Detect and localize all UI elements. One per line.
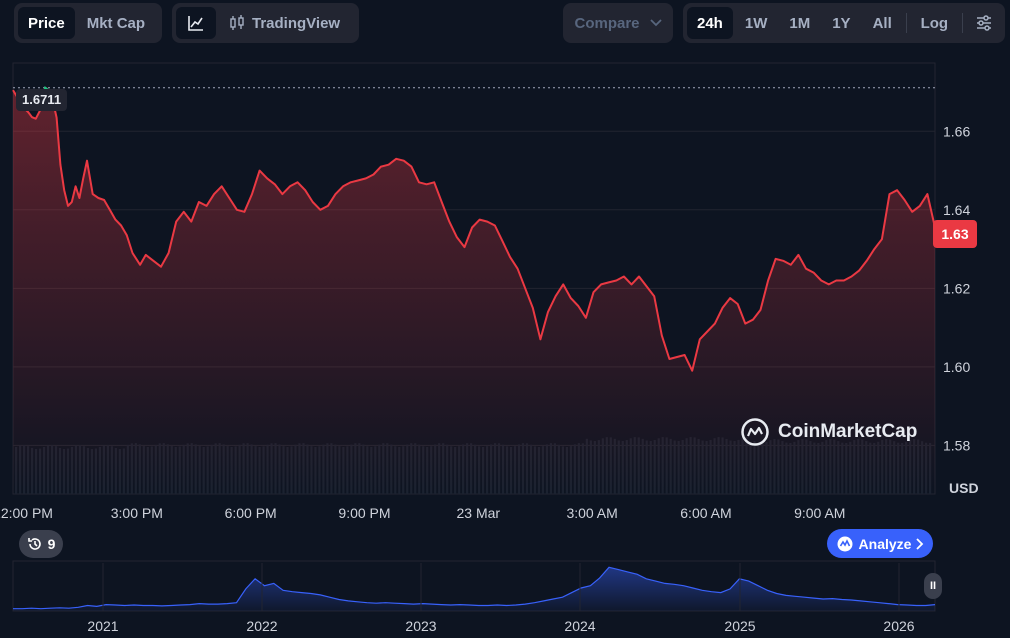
divider [905, 13, 907, 33]
y-tick-label: 1.60 [943, 359, 970, 375]
y-tick-label: 1.66 [943, 123, 970, 139]
x-axis: 12:00 PM 3:00 PM 6:00 PM 9:00 PM 23 Mar 3:00 … [0, 505, 845, 521]
range-all[interactable]: All [872, 14, 892, 32]
tradingview-label: TradingView [252, 14, 341, 32]
year-tick-label: 2022 [246, 618, 277, 634]
log-scale-button[interactable]: Log [920, 14, 949, 32]
analyze-icon [837, 536, 853, 551]
sliders-icon [976, 15, 991, 31]
x-tick-label: 3:00 PM [111, 505, 163, 521]
range-1w[interactable]: 1W [744, 14, 768, 32]
year-tick-label: 2024 [564, 618, 595, 634]
range-1y[interactable]: 1Y [832, 14, 851, 32]
chevron-down-icon [649, 19, 662, 27]
history-icon [27, 538, 41, 550]
overview-navigator[interactable]: 2021 2022 2023 2024 2025 2026 [12, 560, 936, 634]
x-tick-label: 12:00 PM [0, 505, 53, 521]
coinmarketcap-watermark: CoinMarketCap [740, 417, 917, 447]
year-tick-label: 2025 [724, 618, 755, 634]
y-tick-label: 1.58 [943, 437, 970, 453]
line-chart-button[interactable] [176, 7, 216, 39]
line-chart-icon [188, 16, 203, 31]
divider [962, 13, 963, 33]
year-tick-label: 2026 [883, 618, 914, 634]
x-tick-label: 9:00 AM [794, 505, 845, 521]
history-count: 9 [47, 536, 56, 552]
price-tab[interactable]: Price [18, 7, 75, 39]
current-price-badge: 1.63 [933, 220, 977, 248]
currency-label: USD [949, 480, 979, 496]
year-axis: 2021 2022 2023 2024 2025 2026 [87, 563, 915, 634]
analyze-button[interactable]: Analyze [827, 529, 933, 558]
chevron-right-icon [916, 537, 924, 550]
range-toggle: 24h 1W 1M 1Y All Log [683, 3, 1005, 43]
y-tick-label: 1.64 [943, 202, 970, 218]
overview-line [13, 566, 936, 610]
chart-type-toggle: TradingView [172, 3, 359, 43]
metric-toggle: Price Mkt Cap [14, 3, 162, 43]
x-tick-label: 6:00 AM [680, 505, 731, 521]
watermark-text: CoinMarketCap [778, 421, 918, 442]
overview-area [13, 567, 935, 611]
x-tick-label: 23 Mar [457, 505, 501, 521]
price-line [12, 86, 936, 372]
analyze-label: Analyze [858, 535, 912, 552]
x-tick-label: 6:00 PM [225, 505, 277, 521]
pause-handle[interactable]: II [924, 573, 942, 599]
range-1m[interactable]: 1M [789, 14, 811, 32]
x-tick-label: 9:00 PM [338, 505, 390, 521]
range-24h[interactable]: 24h [687, 7, 733, 39]
chart-toolbar: Price Mkt Cap TradingView Compare [0, 0, 1010, 46]
compare-label: Compare [574, 14, 640, 32]
year-tick-label: 2021 [87, 618, 118, 634]
history-button[interactable]: 9 [19, 530, 63, 558]
price-area-fill [13, 87, 935, 494]
high-price-badge: 1.6711 [16, 89, 68, 111]
x-tick-label: 3:00 AM [566, 505, 617, 521]
compare-dropdown[interactable]: Compare [563, 3, 673, 43]
y-tick-label: 1.62 [943, 280, 970, 296]
settings-button[interactable] [967, 7, 1001, 39]
y-axis: 1.66 1.64 1.62 1.60 1.58 [943, 123, 970, 453]
mktcap-tab[interactable]: Mkt Cap [86, 14, 146, 32]
coinmarketcap-logo-icon [741, 418, 769, 446]
year-tick-label: 2023 [405, 618, 436, 634]
tradingview-button[interactable]: TradingView [218, 7, 350, 39]
candlestick-icon [230, 15, 244, 30]
